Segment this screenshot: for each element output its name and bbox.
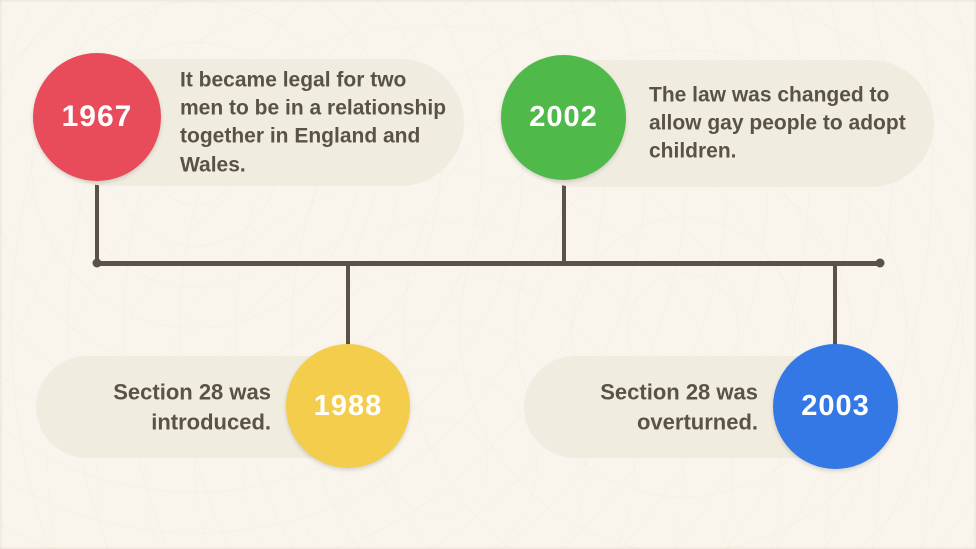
event-year-0: 1967 (62, 100, 133, 134)
event-circle-2: 1988 (286, 344, 410, 468)
connector-3 (833, 263, 837, 348)
event-desc-3: Section 28 was overturned. (555, 377, 758, 436)
event-year-2: 1988 (314, 390, 383, 423)
connector-1 (562, 180, 566, 265)
event-desc-1: The law was changed to allow gay people … (649, 81, 911, 166)
event-year-1: 2002 (529, 101, 598, 134)
connector-2 (346, 263, 350, 348)
event-desc-0: It became legal for two men to be in a r… (180, 66, 448, 179)
connector-0 (95, 181, 99, 265)
event-circle-3: 2003 (773, 344, 898, 469)
timeline-axis (97, 261, 880, 266)
event-desc-2: Section 28 was introduced. (66, 377, 271, 436)
event-circle-1: 2002 (501, 55, 626, 180)
event-year-3: 2003 (801, 390, 870, 423)
event-circle-0: 1967 (33, 53, 161, 181)
axis-dot-right (876, 259, 885, 268)
